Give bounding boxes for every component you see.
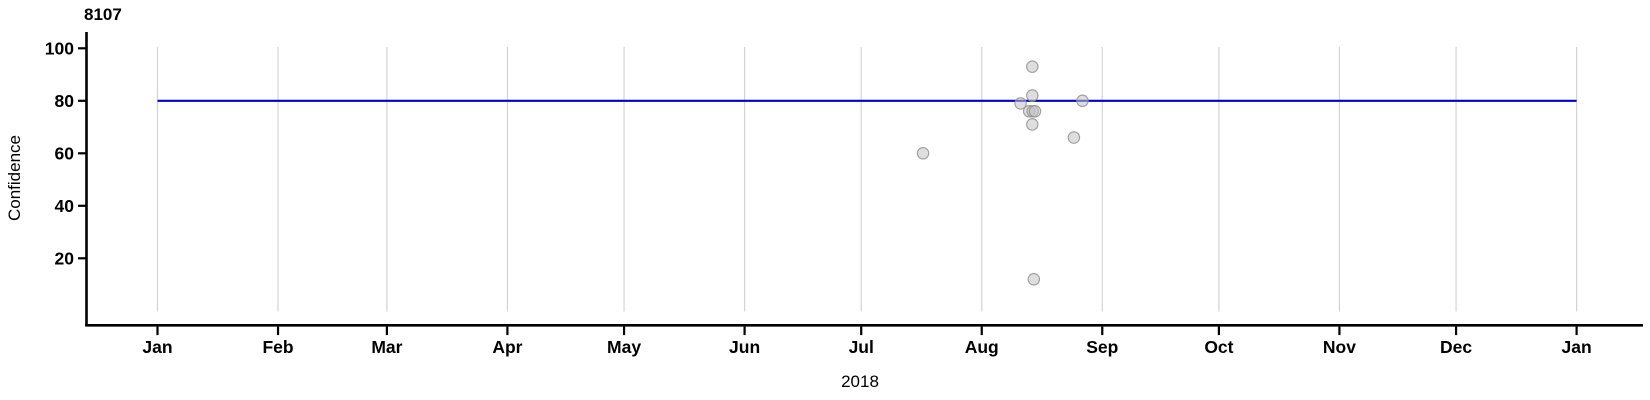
y-tick-label: 60: [55, 143, 75, 163]
data-point: [1026, 89, 1039, 102]
data-point: [1026, 60, 1039, 73]
chart-title: 8107: [84, 5, 122, 24]
x-tick-label: Sep: [1086, 337, 1118, 357]
x-tick-label: Aug: [965, 337, 999, 357]
x-tick-label: Jul: [849, 337, 874, 357]
y-tick-label: 80: [55, 91, 75, 111]
data-point: [1027, 273, 1041, 286]
y-tick-label: 20: [55, 248, 75, 268]
gridlines: [156, 47, 1578, 312]
x-tick-label: May: [607, 337, 641, 357]
y-tick-label: 40: [55, 196, 75, 216]
data-point: [1076, 94, 1089, 108]
data-points: [916, 60, 1089, 286]
data-point: [1014, 97, 1027, 110]
y-tick-label: 100: [45, 38, 74, 58]
x-tick-label: Apr: [492, 337, 522, 357]
data-point: [916, 147, 930, 160]
x-tick-label: Jan: [142, 337, 172, 357]
x-tick-label: Feb: [262, 337, 293, 357]
x-tick-label: Jan: [1562, 337, 1592, 357]
x-tick-label: Mar: [371, 337, 402, 357]
y-axis-ticks: 20 40 60 80 100: [45, 38, 87, 268]
data-point: [1067, 131, 1081, 144]
x-tick-label: Oct: [1204, 337, 1233, 357]
x-axis-title: 2018: [841, 372, 879, 391]
x-axis-ticks: Jan Feb Mar Apr May Jun Jul Aug Sep Oct Nov Dec Jan: [142, 326, 1592, 357]
data-point: [1028, 105, 1042, 118]
data-point: [1026, 118, 1039, 131]
y-axis-title-wrap: Confidence: [2, 0, 28, 356]
x-tick-label: Nov: [1323, 337, 1356, 357]
axes: [85, 32, 1643, 327]
x-tick-label: Jun: [729, 337, 760, 357]
x-tick-label: Dec: [1440, 337, 1472, 357]
y-axis-title: Confidence: [5, 134, 24, 222]
